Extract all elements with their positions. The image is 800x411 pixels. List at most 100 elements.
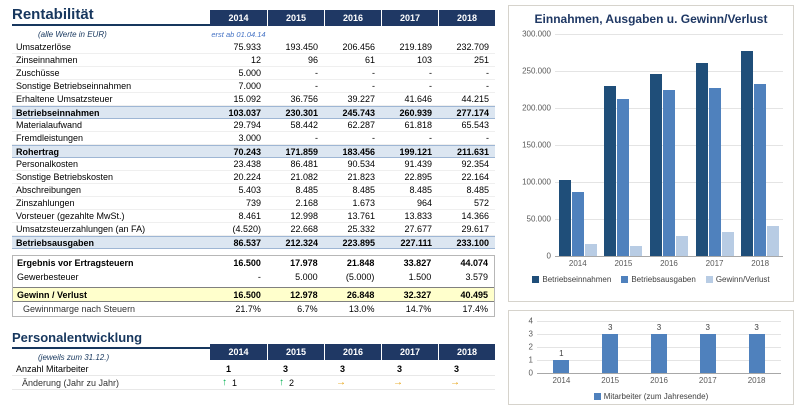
cell-value[interactable]: 232.709 [456,42,489,52]
cell-value[interactable]: 233.100 [456,237,489,248]
cell-value[interactable]: 29.794 [233,120,261,130]
cell-value[interactable]: 44.215 [461,94,489,104]
year-header-2014[interactable]: 2014 [210,344,267,360]
cell-value[interactable]: 2.168 [295,198,318,208]
cell-value[interactable]: 103 [416,55,432,65]
cell-value[interactable]: 22.164 [461,172,489,182]
cell-value[interactable]: 20.224 [233,172,261,182]
cell-value[interactable]: 206.456 [342,42,375,52]
cell-value[interactable]: 17.978 [290,258,318,268]
cell-value[interactable]: 3.579 [465,271,488,282]
change-indicator-cell[interactable]: → [381,377,438,388]
cell-value[interactable]: 5.000 [295,271,318,282]
year-header-2018[interactable]: 2018 [438,344,495,360]
change-indicator-cell[interactable]: → [324,377,381,388]
cell-value[interactable]: 75.933 [233,42,261,52]
cell-value[interactable]: 14.366 [461,211,489,221]
cell-value[interactable]: 3 [340,363,346,374]
cell-value[interactable]: 12.978 [290,289,318,300]
cell-value[interactable]: 13.761 [347,211,375,221]
cell-value[interactable]: 32.327 [403,289,432,300]
cell-value[interactable]: 17.4% [462,304,488,314]
cell-value[interactable]: 61 [364,55,375,65]
cell-value[interactable]: 3 [283,363,289,374]
cell-value[interactable]: 572 [473,198,489,208]
cell-value[interactable]: 245.743 [342,107,375,118]
cell-value[interactable]: 16.500 [233,258,261,268]
cell-value[interactable]: 8.485 [466,185,489,195]
cell-value[interactable]: - [429,68,432,78]
cell-value[interactable]: - [315,81,318,91]
cell-value[interactable]: (5.000) [345,271,375,282]
cell-value[interactable]: 16.500 [233,289,261,300]
cell-value[interactable]: (4.520) [232,224,261,234]
cell-value[interactable]: - [315,133,318,143]
cell-value[interactable]: 86.537 [233,237,261,248]
year-header-2016[interactable]: 2016 [324,10,381,26]
cell-value[interactable]: 3.000 [238,133,261,143]
cell-value[interactable]: 22.895 [404,172,432,182]
cell-value[interactable]: 277.174 [456,107,489,118]
year-header-2015[interactable]: 2015 [267,10,324,26]
cell-value[interactable]: 212.324 [285,237,318,248]
cell-value[interactable]: 12.998 [290,211,318,221]
cell-value[interactable]: 1.673 [352,198,375,208]
cell-value[interactable]: - [486,68,489,78]
cell-value[interactable]: - [372,68,375,78]
cell-value[interactable]: - [486,133,489,143]
cell-value[interactable]: 103.037 [228,107,261,118]
cell-value[interactable]: 211.631 [456,146,489,157]
change-indicator-cell[interactable]: ↑ 2 [267,377,324,388]
cell-value[interactable]: 6.7% [297,304,318,314]
cell-value[interactable]: 183.456 [342,146,375,157]
cell-value[interactable]: 21.082 [290,172,318,182]
cell-value[interactable]: 8.485 [409,185,432,195]
cell-value[interactable]: 58.442 [290,120,318,130]
cell-value[interactable]: 739 [245,198,261,208]
cell-value[interactable]: 13.0% [348,304,375,314]
cell-value[interactable]: 1 [226,363,232,374]
cell-value[interactable]: 21.823 [347,172,375,182]
cell-value[interactable]: 44.074 [460,258,488,268]
cell-value[interactable]: 8.485 [295,185,318,195]
cell-value[interactable]: 5.000 [238,68,261,78]
cell-value[interactable]: 90.534 [347,159,375,169]
cell-value[interactable]: - [429,81,432,91]
cell-value[interactable]: 5.403 [238,185,261,195]
cell-value[interactable]: - [257,271,261,282]
cell-value[interactable]: 199.121 [399,146,432,157]
cell-value[interactable]: 15.092 [233,94,261,104]
cell-value[interactable]: - [315,68,318,78]
cell-value[interactable]: 29.617 [461,224,489,234]
cell-value[interactable]: 230.301 [285,107,318,118]
cell-value[interactable]: 96 [307,55,318,65]
cell-value[interactable]: 14.7% [405,304,432,314]
cell-value[interactable]: 22.668 [290,224,318,234]
cell-value[interactable]: 260.939 [399,107,432,118]
cell-value[interactable]: 251 [473,55,489,65]
cell-value[interactable]: 91.439 [404,159,432,169]
cell-value[interactable]: 86.481 [290,159,318,169]
cell-value[interactable]: 171.859 [285,146,318,157]
cell-value[interactable]: - [486,81,489,91]
cell-value[interactable]: 964 [416,198,432,208]
cell-value[interactable]: 21.848 [346,258,375,268]
cell-value[interactable]: 25.332 [347,224,375,234]
cell-value[interactable]: 39.227 [347,94,375,104]
cell-value[interactable]: - [429,133,432,143]
cell-value[interactable]: 227.111 [400,237,432,248]
year-header-2017[interactable]: 2017 [381,344,438,360]
cell-value[interactable]: 36.756 [290,94,318,104]
cell-value[interactable]: 21.7% [235,304,261,314]
cell-value[interactable]: 70.243 [233,146,261,157]
cell-value[interactable]: 1.500 [408,271,432,282]
cell-value[interactable]: 3 [397,363,403,374]
cell-value[interactable]: 7.000 [238,81,261,91]
cell-value[interactable]: 23.438 [233,159,261,169]
year-header-2015[interactable]: 2015 [267,344,324,360]
cell-value[interactable]: 193.450 [285,42,318,52]
cell-value[interactable]: 3 [454,363,460,374]
cell-value[interactable]: 8.461 [238,211,261,221]
cell-value[interactable]: 40.495 [460,289,488,300]
year-header-2016[interactable]: 2016 [324,344,381,360]
